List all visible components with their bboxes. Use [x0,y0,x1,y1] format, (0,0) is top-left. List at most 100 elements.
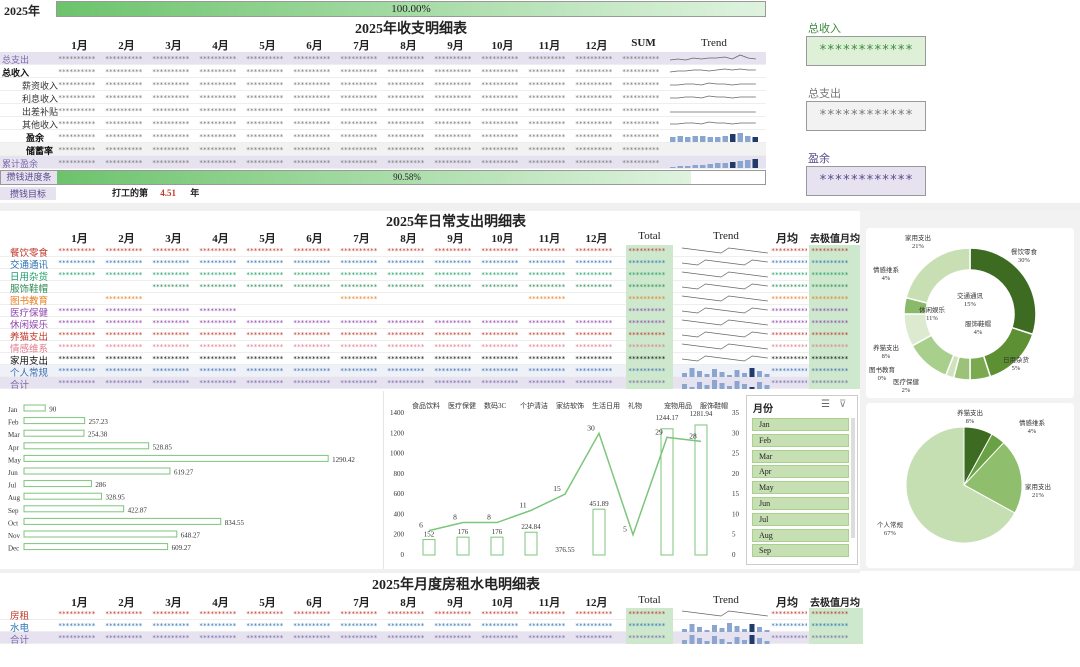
slicer-item-apr[interactable]: Apr [752,465,849,479]
summary-cell: ********** [199,55,237,63]
hbar-chart: Jan 90 Feb 257.23 Mar 254.38 Apr 528.85 May 1290.… [8,404,355,553]
combo-left-tick: 400 [394,510,405,518]
summary-cell: ********** [387,159,425,167]
daily-row: 情感维系 ********** ********** ********** ******… [0,341,863,355]
daily-cell: ********** [575,283,613,291]
rent-cell: ********** [152,634,190,642]
hbar-bar [23,517,222,525]
summary-month-header-cell: 9月 [447,40,464,52]
daily-cell: ********** [575,259,613,267]
trend-bar [677,166,683,168]
summary-cell: ********** [152,55,190,63]
summary-row-label: 利息收入 [22,94,59,104]
savings-goal-label: 攒钱目标 [0,187,56,200]
daily-header: 1月 2月 3月 4月 5月 6月 7月 8月 9月 10月 11月 12月 Total Trend 月均 去… [56,230,860,245]
combo-bar-label: 451.89 [589,500,609,508]
summary-cell: ********** [152,120,190,128]
daily-cell: ********** [293,259,331,267]
slicer-item-jul[interactable]: Jul [752,512,849,526]
trend-bar [734,370,740,377]
rent-cell: ********** [481,610,519,618]
trend-bar [715,163,721,168]
trend-bar [737,161,743,168]
combo-left-tick: 0 [401,551,405,559]
trend-bar [722,163,728,168]
daily-month-header-cell: 12月 [585,233,608,245]
slicer-item-may[interactable]: May [752,481,849,495]
daily-cell: ********** [575,319,613,327]
slicer-item-feb[interactable]: Feb [752,433,849,447]
slicer-item-mar[interactable]: Mar [752,449,849,463]
summary-row: 薪资收入 ********** ********** ********** ******… [0,78,766,91]
slicer-clear-filter-icon[interactable]: ⊽ [839,399,847,410]
slicer-scrollbar[interactable] [851,418,855,538]
trend-bar [670,167,676,168]
rent-trend-sparkline [682,635,770,644]
slicer-item-sep[interactable]: Sep [752,544,849,558]
summary-cell: ********** [105,94,143,102]
combo-right-tick: 5 [732,531,736,539]
daily-cell: ********** [434,331,472,339]
pie-slice [963,442,1023,514]
daily-cell: ********** [387,379,425,387]
daily-cell: ********** [246,319,284,327]
combo-count-label: 15 [553,484,561,493]
daily-cell: ********** [575,247,613,255]
trend-line [681,283,768,290]
trend-bar [697,371,702,377]
hbar-value-label: 619.27 [174,469,194,477]
trend-bar [734,626,740,632]
daily-cell: ********** [340,379,378,387]
daily-extreme-cell: ********** [809,269,863,281]
pie-label: 8% [966,418,975,425]
daily-cell: ********** [58,343,96,351]
trend-bar [719,372,725,377]
summary-cell: ********** [622,120,660,128]
hbar-bar [23,442,150,450]
pie-label: 21% [1032,492,1045,499]
combo-count-label: 8 [453,513,457,522]
summary-cell: ********** [387,55,425,63]
daily-cell: ********** [528,355,566,363]
daily-cell: ********** [528,331,566,339]
slicer-multiselect-icon[interactable]: ☰ [821,399,830,410]
summary-cell: ********** [387,120,425,128]
summary-row: 盈余 ********** ********** ********** ********… [0,130,766,143]
daily-total-cell: ********** [626,293,673,305]
slicer-item-jan[interactable]: Jan [752,418,849,431]
hbar-bar [23,543,169,551]
rent-trend-header: Trend [713,594,739,606]
combo-count-label: 5 [623,525,627,534]
daily-avg-value: ********** [771,355,807,363]
summary-cell: ********** [58,55,96,63]
summary-trend-sparkline [670,121,756,125]
daily-cell: ********** [293,247,331,255]
daily-cell: ********** [293,379,331,387]
rent-cell: ********** [340,634,378,642]
summary-cell: ********** [481,133,519,141]
daily-cell: ********** [105,331,143,339]
donut-label: 21% [912,243,925,250]
rent-cell: ********** [575,622,613,630]
summary-cell: ********** [622,68,660,76]
rent-cell: ********** [199,622,237,630]
summary-cell: ********** [199,159,237,167]
rent-cell: ********** [528,610,566,618]
slicer-item-aug[interactable]: Aug [752,528,849,542]
daily-extreme-cell: ********** [809,281,863,293]
summary-cell: ********** [528,68,566,76]
rent-cell: ********** [387,610,425,618]
daily-extreme-value: ********** [811,283,849,291]
hbar-month-label: Apr [8,444,20,452]
side-card-label: 盈余 [808,153,830,165]
rent-extreme-cell: ********** [809,608,863,620]
hbar-month-label: Aug [8,494,21,502]
slicer-item-jun[interactable]: Jun [752,496,849,510]
donut-label: 交通通讯 [957,291,984,300]
daily-cell: ********** [528,283,566,291]
summary-cell: ********** [246,133,284,141]
summary-cell: ********** [293,159,331,167]
summary-cell: ********** [152,68,190,76]
daily-row: 养猫支出 ********** ********** ********** ******… [0,329,863,343]
summary-cell: ********** [434,68,472,76]
